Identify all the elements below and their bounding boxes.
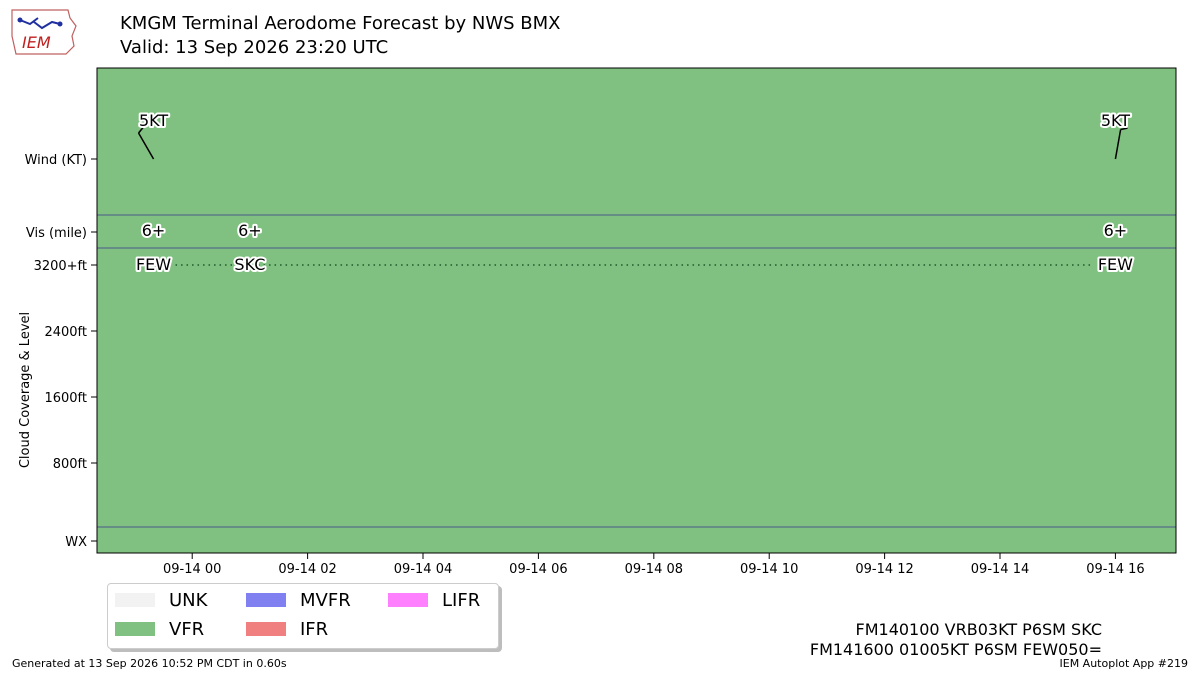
legend-swatch-vfr <box>115 622 155 636</box>
svg-text:800ft: 800ft <box>53 457 87 472</box>
legend-swatch-lifr <box>388 593 428 607</box>
wind-barb <box>137 127 155 160</box>
svg-text:09-14 04: 09-14 04 <box>394 562 452 577</box>
svg-text:WX: WX <box>65 535 87 550</box>
legend-swatch-unk <box>115 593 155 607</box>
vis-label: 6+6+ <box>140 219 168 242</box>
svg-text:6+: 6+ <box>1104 221 1128 240</box>
x-tick: 09-14 04 <box>394 553 452 577</box>
svg-text:FEW: FEW <box>136 255 171 274</box>
legend-item-vfr: VFR <box>115 617 204 641</box>
svg-text:09-14 14: 09-14 14 <box>971 562 1029 577</box>
svg-text:6+: 6+ <box>142 221 166 240</box>
cloud-tick: 1600ft <box>44 391 97 406</box>
svg-text:09-14 00: 09-14 00 <box>163 562 221 577</box>
x-tick: 09-14 02 <box>278 553 337 577</box>
svg-text:6+: 6+ <box>238 221 262 240</box>
vis-label: 6+6+ <box>1102 219 1130 242</box>
legend-swatch-mvfr <box>246 593 286 607</box>
legend-item-unk: UNK <box>115 588 207 612</box>
svg-text:6+: 6+ <box>238 221 262 240</box>
svg-text:Vis (mile): Vis (mile) <box>26 226 87 241</box>
cloud-tick: 3200+ft <box>34 259 97 274</box>
svg-text:FEW: FEW <box>1098 255 1133 274</box>
cloud-axis-label: Cloud Coverage & Level <box>18 312 33 468</box>
svg-text:2400ft: 2400ft <box>44 325 87 340</box>
generated-note: Generated at 13 Sep 2026 10:52 PM CDT in… <box>12 657 287 670</box>
svg-text:5KT: 5KT <box>139 111 168 130</box>
svg-text:09-14 08: 09-14 08 <box>625 562 683 577</box>
svg-text:SKC: SKC <box>234 255 265 274</box>
wx-row-label: WX <box>65 535 97 550</box>
app-note: IEM Autoplot App #219 <box>1059 657 1189 670</box>
svg-text:6+: 6+ <box>142 221 166 240</box>
wind-row-label: Wind (KT) <box>25 153 97 168</box>
svg-text:09-14 12: 09-14 12 <box>855 562 913 577</box>
svg-text:3200+ft: 3200+ft <box>34 259 87 274</box>
svg-text:FEW: FEW <box>1098 255 1133 274</box>
legend-item-ifr: IFR <box>246 617 328 641</box>
svg-text:FEW: FEW <box>136 255 171 274</box>
vis-label: 6+6+ <box>236 219 264 242</box>
svg-text:Wind (KT): Wind (KT) <box>25 153 87 168</box>
x-tick: 09-14 00 <box>163 553 221 577</box>
x-tick: 09-14 08 <box>625 553 683 577</box>
svg-text:09-14 10: 09-14 10 <box>740 562 798 577</box>
plot-frame <box>96 67 1177 554</box>
x-tick: 09-14 14 <box>971 553 1029 577</box>
legend-swatch-ifr <box>246 622 286 636</box>
logo-text: IEM <box>22 33 51 52</box>
cloud-tick: 2400ft <box>44 325 97 340</box>
iem-logo: IEM <box>8 6 78 58</box>
vfr-background <box>97 68 1176 553</box>
cloud-tick: 800ft <box>53 457 97 472</box>
raw-taf: FM140100 VRB03KT P6SM SKC FM141600 01005… <box>810 620 1102 660</box>
chart-title-block: KMGM Terminal Aerodome Forecast by NWS B… <box>120 12 561 60</box>
raw-taf-line-2: FM141600 01005KT P6SM FEW050= <box>809 640 1102 659</box>
legend: UNK MVFR LIFR VFR IFR <box>107 583 499 649</box>
x-tick: 09-14 12 <box>855 553 914 577</box>
legend-item-mvfr: MVFR <box>246 588 351 612</box>
wind-barb <box>1114 127 1128 160</box>
svg-text:5KT: 5KT <box>1101 111 1130 130</box>
x-tick: 09-14 16 <box>1086 553 1145 577</box>
svg-text:09-14 02: 09-14 02 <box>278 562 336 577</box>
x-tick: 09-14 10 <box>740 553 798 577</box>
svg-text:5KT: 5KT <box>1101 111 1130 130</box>
chart-subtitle: Valid: 13 Sep 2026 23:20 UTC <box>120 37 389 58</box>
svg-text:6+: 6+ <box>1104 221 1128 240</box>
chart-title: KMGM Terminal Aerodome Forecast by NWS B… <box>120 13 561 34</box>
vis-row-label: Vis (mile) <box>26 226 97 241</box>
svg-text:1600ft: 1600ft <box>44 391 87 406</box>
legend-item-lifr: LIFR <box>388 588 480 612</box>
svg-text:5KT: 5KT <box>139 111 168 130</box>
raw-taf-line-1: FM140100 VRB03KT P6SM SKC <box>855 620 1103 639</box>
svg-text:09-14 16: 09-14 16 <box>1086 562 1144 577</box>
svg-text:09-14 06: 09-14 06 <box>509 562 567 577</box>
svg-text:SKC: SKC <box>234 255 265 274</box>
x-tick: 09-14 06 <box>509 553 568 577</box>
